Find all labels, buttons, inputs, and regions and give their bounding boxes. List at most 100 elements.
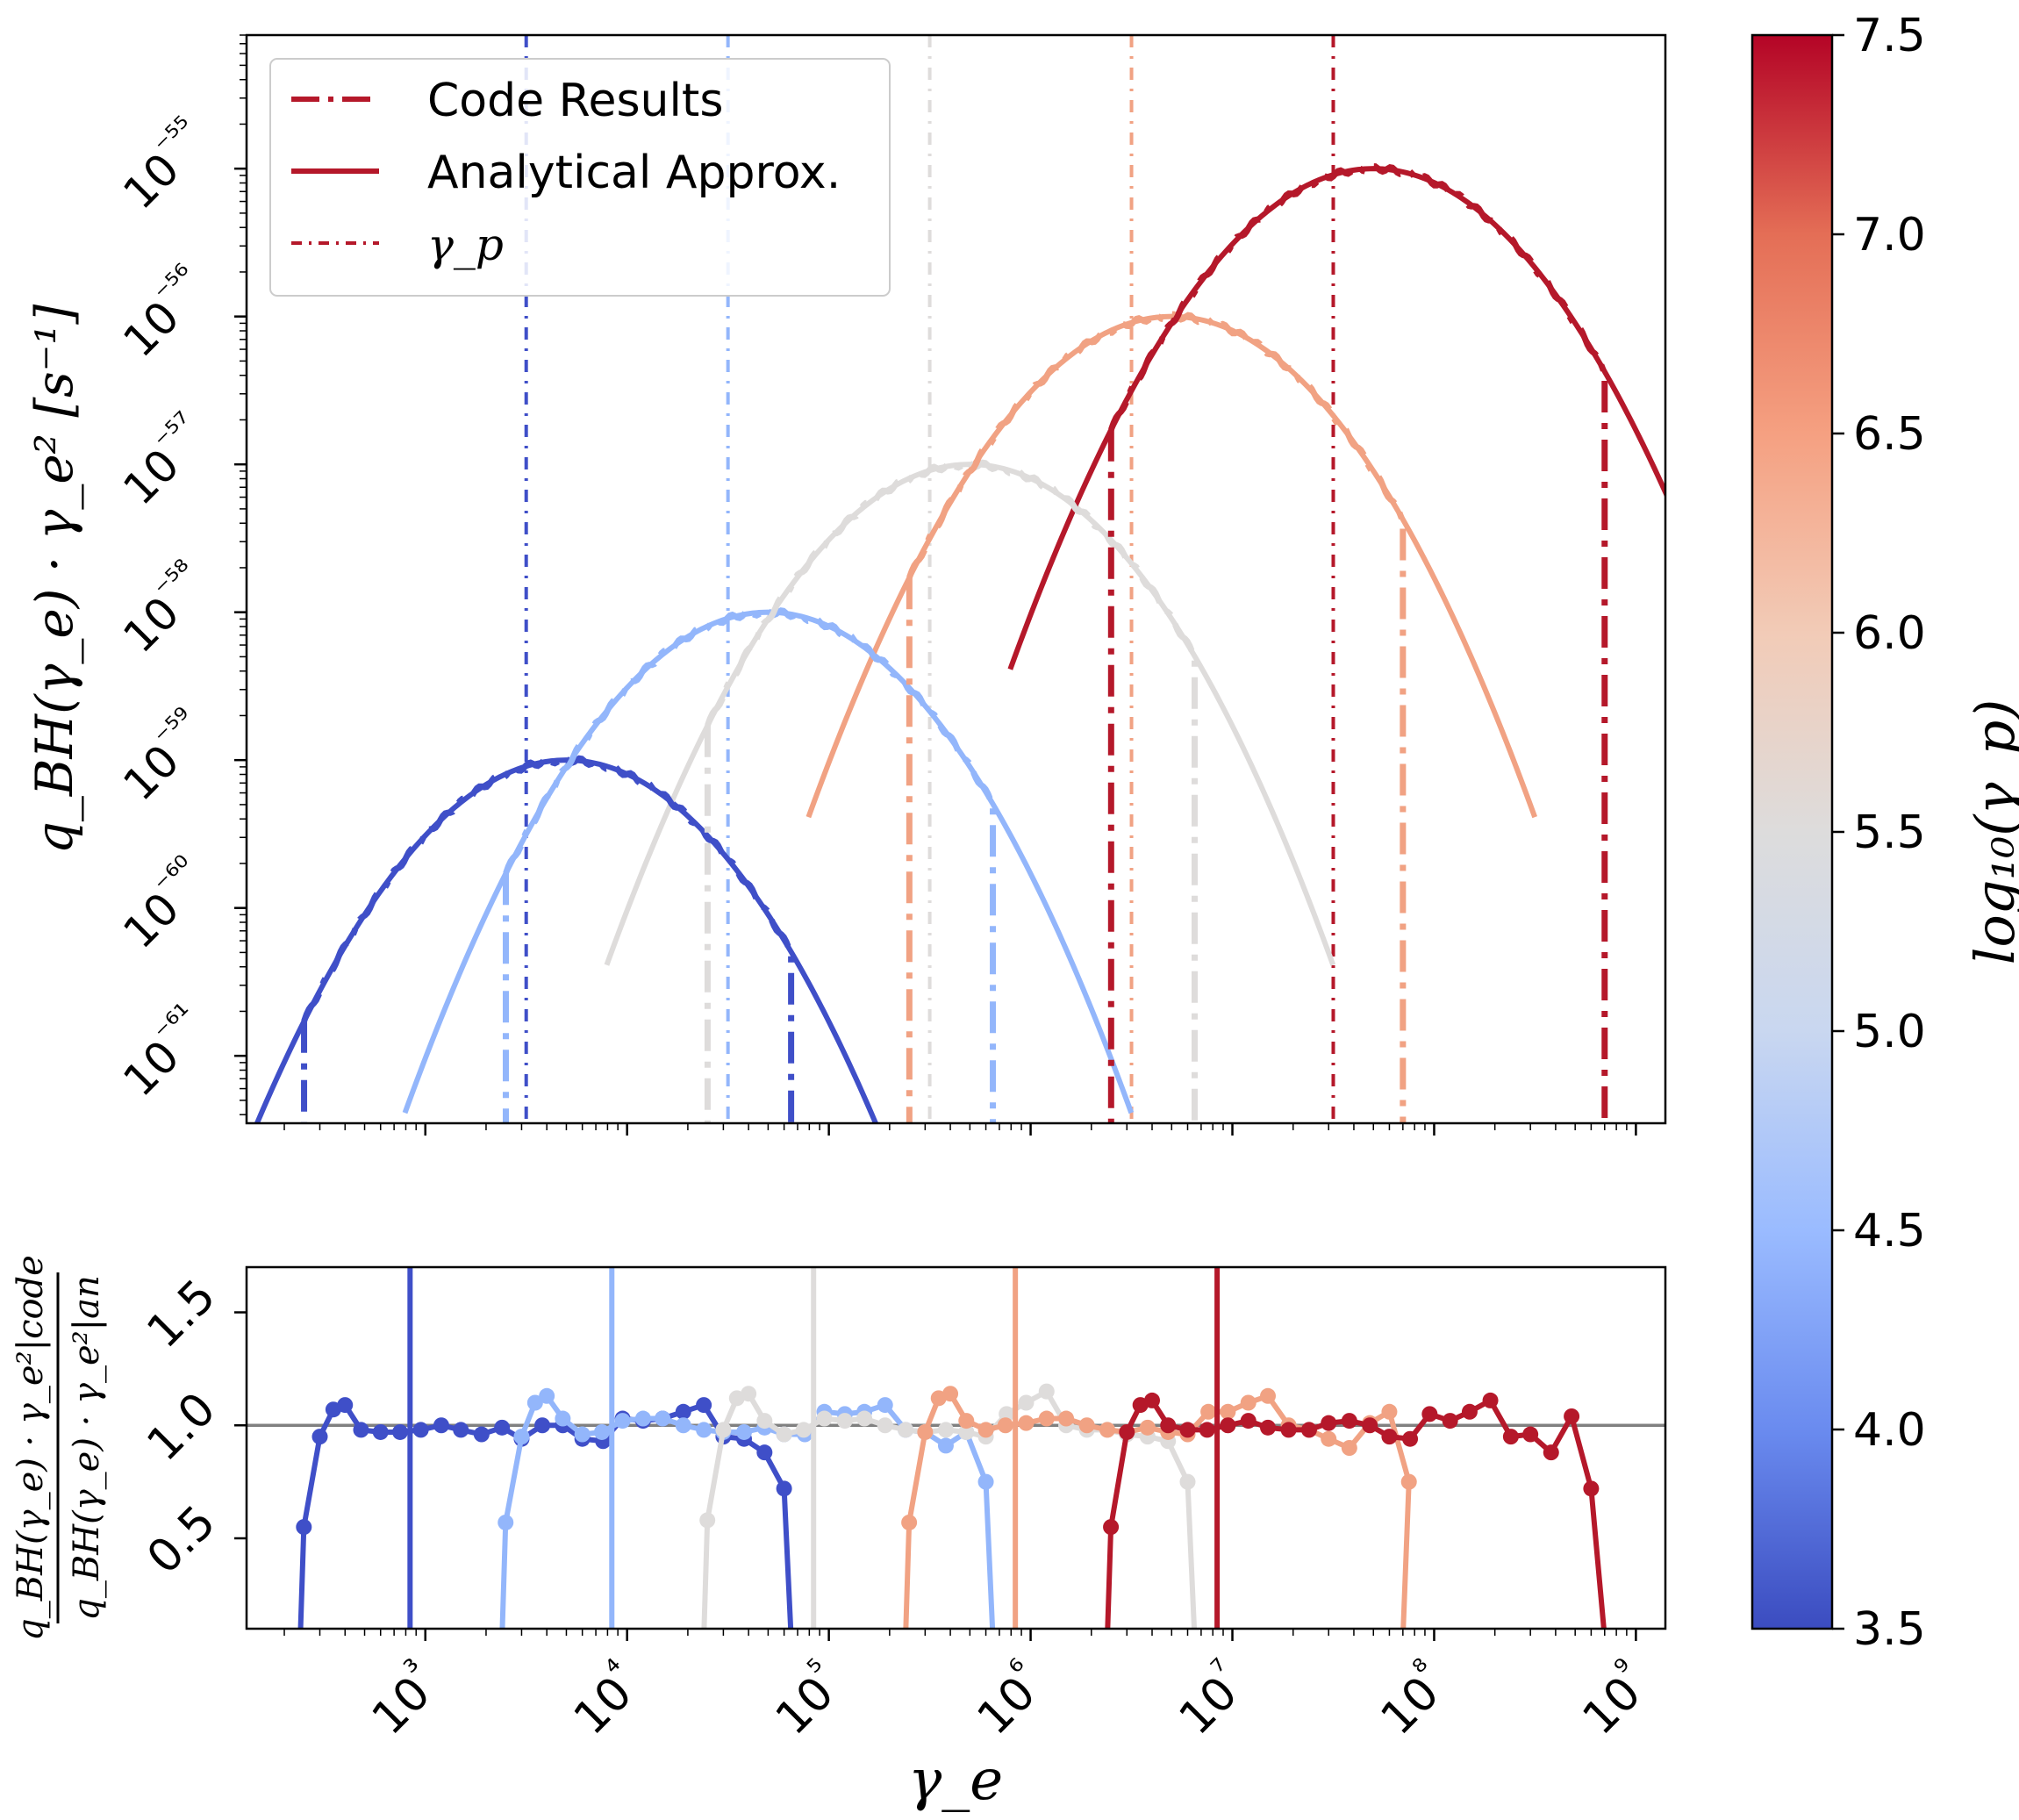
ratio-point [1543, 1444, 1559, 1461]
code-result-curve [906, 311, 1407, 1123]
ratio-point [795, 1422, 812, 1438]
ratio-point [534, 1417, 551, 1434]
ratio-point [526, 1394, 543, 1411]
ratio-point [1018, 1394, 1035, 1411]
top-y-tick-label: 10⁻⁵⁵ [109, 110, 218, 219]
ratio-point [1381, 1403, 1398, 1420]
ratio-point [675, 1417, 691, 1434]
ratio-point [1144, 1392, 1161, 1408]
ratio-point [1260, 1387, 1277, 1404]
ratio-point [715, 1422, 732, 1438]
ratio-point [997, 1417, 1013, 1434]
ratio-point [1300, 1422, 1317, 1438]
ratio-point [675, 1403, 691, 1420]
ratio-point [1038, 1383, 1055, 1400]
top-y-axis-label: q_BH(γ_e) · γ_e² [s⁻¹] [25, 304, 84, 854]
ratio-point [942, 1386, 959, 1402]
bottom-x-ticks: 10³ 10⁴ 10⁵ 10⁶ 10⁷ 10⁸ 10⁹ [283, 1629, 1660, 1745]
ratio-point [1400, 1473, 1417, 1490]
ratio-point [736, 1423, 753, 1440]
bottom-plot-area [247, 1267, 1665, 1629]
top-y-tick-label: 10⁻⁶¹ [109, 997, 218, 1106]
ratio-point [1078, 1417, 1095, 1434]
ratio-point [1402, 1430, 1419, 1447]
ratio-point [1280, 1422, 1297, 1438]
ratio-point [1220, 1403, 1236, 1420]
ratio-curves [296, 1267, 1607, 1629]
top-y-tick-label: 10⁻⁵⁸ [109, 554, 218, 663]
ratio-point [836, 1413, 853, 1429]
colorbar-tick-label: 4.5 [1853, 1205, 1926, 1258]
colorbar: 3.5 4.0 4.5 5.0 5.5 6.0 6.5 7.0 7.5 log₁₀(γ_p) [1751, 10, 2019, 1656]
ratio-point [1200, 1403, 1217, 1420]
top-x-ticks [283, 1123, 1637, 1136]
ratio-label-denominator: q_BH(γ_e) · γ_e²|an [67, 1275, 107, 1621]
ratio-point [741, 1386, 757, 1402]
code-result-curve [503, 606, 997, 1123]
legend: Code Results Analytical Approx. γ_p [269, 58, 891, 297]
ratio-point [498, 1514, 514, 1530]
bottom-x-tick-label: 10⁸ [1364, 1652, 1458, 1745]
ratio-point [1179, 1473, 1196, 1490]
ratio-point [699, 1512, 716, 1529]
ratio-point [856, 1410, 873, 1427]
colorbar-tick-label: 5.5 [1853, 806, 1926, 859]
bottom-x-tick-label: 10⁴ [558, 1652, 652, 1745]
colorbar-tick-label: 6.0 [1853, 607, 1926, 660]
ratio-point [1583, 1480, 1600, 1497]
ratio-point [1199, 1422, 1215, 1438]
code-result-curve [1108, 163, 1608, 1123]
colorbar-label: log₁₀(γ_p) [1963, 699, 2019, 965]
ratio-point [1018, 1415, 1035, 1431]
ratio-point [898, 1422, 914, 1438]
code-result-curve [705, 459, 1198, 1123]
top-y-tick-label: 10⁻⁶⁰ [109, 849, 218, 958]
ratio-point [977, 1422, 994, 1438]
ratio-point [1564, 1408, 1580, 1424]
ratio-point [696, 1422, 712, 1438]
ratio-point [1482, 1392, 1499, 1408]
colorbar-gradient [1751, 33, 1834, 1630]
ratio-point [392, 1423, 409, 1440]
ratio-point [917, 1423, 934, 1440]
ratio-point [958, 1423, 975, 1440]
ratio-point [1522, 1426, 1539, 1443]
ratio-point [1321, 1430, 1337, 1447]
colorbar-tick-label: 7.0 [1853, 209, 1926, 262]
bottom-x-tick-label: 10⁹ [1566, 1652, 1660, 1745]
colorbar-tick-label: 3.5 [1853, 1603, 1926, 1656]
ratio-point [593, 1423, 610, 1440]
bottom-panel: 0.5 1.0 1.5 10³ 10⁴ 10⁵ 10⁶ 10⁷ 10⁸ 10⁹ q_BH(γ_e… [11, 1255, 1667, 1813]
ratio-point [372, 1423, 389, 1440]
ratio-point [1038, 1410, 1055, 1427]
ratio-point [977, 1473, 994, 1490]
ratio-point [877, 1417, 893, 1434]
ratio-point [756, 1444, 773, 1461]
ratio-point [1442, 1413, 1458, 1429]
ratio-point [494, 1419, 511, 1436]
ratio-point [1260, 1419, 1277, 1436]
ratio-point [696, 1397, 712, 1414]
ratio-label-numerator: q_BH(γ_e) · γ_e²|code [11, 1255, 51, 1641]
ratio-point [1139, 1419, 1156, 1436]
legend-label-code: Code Results [427, 75, 723, 127]
bottom-x-tick-label: 10⁷ [1163, 1652, 1257, 1745]
bottom-y-tick-label: 1.0 [138, 1383, 226, 1472]
ratio-point [614, 1413, 631, 1429]
legend-label-analytical: Analytical Approx. [427, 147, 841, 199]
ratio-point [1160, 1417, 1177, 1434]
legend-label-gamma-p: γ_p [427, 219, 504, 270]
ratio-point [1362, 1417, 1378, 1434]
ratio-point [539, 1387, 555, 1404]
bottom-y-axis-label: q_BH(γ_e) · γ_e²|code q_BH(γ_e) · γ_e²|a… [11, 1255, 107, 1641]
ratio-point [776, 1480, 792, 1497]
code-result-curve [301, 755, 795, 1123]
ratio-point [473, 1426, 490, 1443]
ratio-point [655, 1410, 671, 1427]
ratio-point [1341, 1413, 1357, 1429]
bottom-y-tick-label: 1.5 [138, 1270, 226, 1358]
ratio-point [1099, 1422, 1115, 1438]
ratio-point [311, 1429, 328, 1445]
top-y-ticks: 10⁻⁶¹ 10⁻⁶⁰ 10⁻⁵⁹ 10⁻⁵⁸ 10⁻⁵⁷ 10⁻⁵⁶ 10⁻⁵⁵ [109, 34, 247, 1115]
